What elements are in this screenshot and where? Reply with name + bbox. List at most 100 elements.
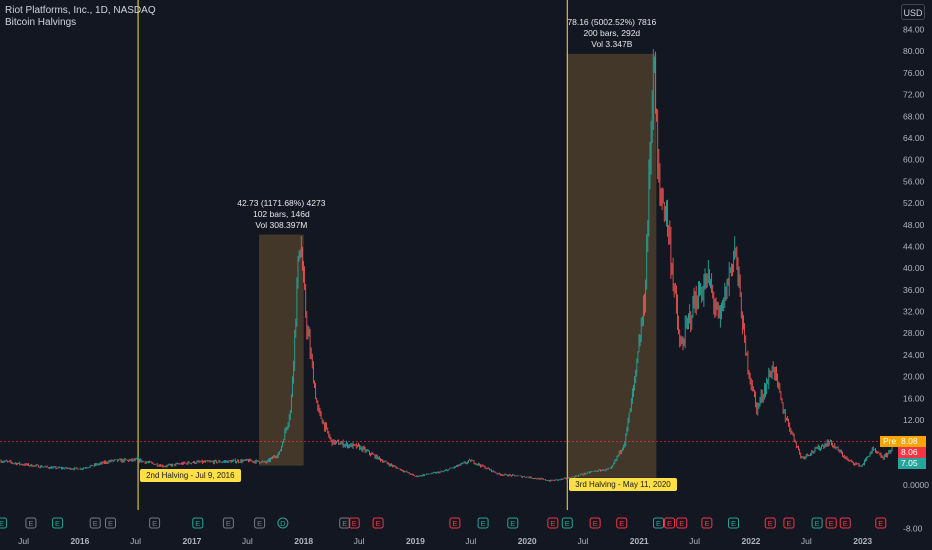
earnings-marker[interactable]: E bbox=[25, 517, 37, 529]
svg-text:E: E bbox=[829, 519, 834, 528]
earnings-marker[interactable]: E bbox=[616, 517, 628, 529]
svg-text:E: E bbox=[28, 519, 33, 528]
earnings-marker[interactable]: E bbox=[52, 517, 64, 529]
earnings-marker[interactable]: E bbox=[0, 517, 8, 529]
earnings-marker[interactable]: E bbox=[764, 517, 776, 529]
svg-text:E: E bbox=[667, 519, 672, 528]
svg-text:E: E bbox=[510, 519, 515, 528]
chart-legend: Riot Platforms, Inc., 1D, NASDAQ Bitcoin… bbox=[5, 5, 156, 29]
measure-callout-2: 78.16 (5002.52%) 7816 200 bars, 292d Vol… bbox=[547, 17, 677, 50]
earnings-marker[interactable]: E bbox=[149, 517, 161, 529]
earnings-marker[interactable]: E bbox=[676, 517, 688, 529]
y-tick-label: 52.00 bbox=[903, 198, 925, 208]
earnings-marker[interactable]: E bbox=[372, 517, 384, 529]
x-tick-label: Jul bbox=[18, 536, 29, 546]
earnings-marker[interactable]: E bbox=[507, 517, 519, 529]
svg-text:D: D bbox=[280, 519, 286, 528]
measure-callout-1: 42.73 (1171.68%) 4273 102 bars, 146d Vol… bbox=[216, 198, 346, 231]
y-tick-label: 20.00 bbox=[903, 372, 925, 382]
y-tick-label: -8.00 bbox=[903, 524, 923, 534]
svg-text:E: E bbox=[593, 519, 598, 528]
earnings-marker[interactable]: E bbox=[664, 517, 676, 529]
svg-text:E: E bbox=[452, 519, 457, 528]
x-tick-label: Jul bbox=[242, 536, 253, 546]
y-tick-label: 60.00 bbox=[903, 155, 925, 165]
earnings-marker[interactable]: E bbox=[701, 517, 713, 529]
svg-text:E: E bbox=[679, 519, 684, 528]
y-tick-label: 56.00 bbox=[903, 176, 925, 186]
halving-lines bbox=[137, 0, 568, 510]
x-tick-label: 2019 bbox=[406, 536, 425, 546]
earnings-marker[interactable]: E bbox=[339, 517, 351, 529]
y-tick-label: 48.00 bbox=[903, 220, 925, 230]
earnings-marker[interactable]: E bbox=[875, 517, 887, 529]
premarket-label: Pre bbox=[880, 435, 900, 447]
earnings-marker[interactable]: E bbox=[783, 517, 795, 529]
x-tick-label: 2021 bbox=[630, 536, 649, 546]
price-axis: -8.000.00004.008.0012.0016.0020.0024.002… bbox=[903, 25, 929, 534]
earnings-marker[interactable]: E bbox=[547, 517, 559, 529]
svg-text:E: E bbox=[786, 519, 791, 528]
svg-text:E: E bbox=[226, 519, 231, 528]
premarket-price-tag: 8.08 bbox=[898, 435, 926, 447]
svg-text:E: E bbox=[55, 519, 60, 528]
earnings-marker[interactable]: E bbox=[825, 517, 837, 529]
svg-text:E: E bbox=[352, 519, 357, 528]
x-tick-label: Jul bbox=[354, 536, 365, 546]
halving-label-2nd[interactable]: 2nd Halving - Jul 9, 2016 bbox=[140, 469, 241, 482]
earnings-marker[interactable]: E bbox=[477, 517, 489, 529]
earnings-marker[interactable]: E bbox=[728, 517, 740, 529]
svg-text:E: E bbox=[0, 519, 4, 528]
earnings-marker[interactable]: D bbox=[277, 517, 289, 529]
callout-line: 78.16 (5002.52%) 7816 bbox=[567, 16, 657, 27]
x-tick-label: 2020 bbox=[518, 536, 537, 546]
earnings-marker[interactable]: E bbox=[222, 517, 234, 529]
y-tick-label: 80.00 bbox=[903, 46, 925, 56]
x-tick-label: Jul bbox=[130, 536, 141, 546]
earnings-marker[interactable]: E bbox=[105, 517, 117, 529]
y-tick-label: 44.00 bbox=[903, 241, 925, 251]
callout-line: 200 bars, 292d bbox=[583, 27, 641, 38]
y-tick-label: 84.00 bbox=[903, 25, 925, 35]
svg-text:E: E bbox=[731, 519, 736, 528]
measure-box[interactable] bbox=[258, 234, 304, 466]
measure-box[interactable] bbox=[567, 53, 657, 478]
y-tick-label: 16.00 bbox=[903, 393, 925, 403]
svg-text:E: E bbox=[342, 519, 347, 528]
earnings-marker[interactable]: E bbox=[192, 517, 204, 529]
svg-text:E: E bbox=[768, 519, 773, 528]
symbol-title[interactable]: Riot Platforms, Inc., 1D, NASDAQ bbox=[5, 5, 156, 16]
callout-line: 42.73 (1171.68%) 4273 bbox=[237, 197, 326, 208]
currency-button[interactable]: USD bbox=[901, 4, 925, 20]
callout-line: 102 bars, 146d bbox=[252, 208, 310, 219]
earnings-marker[interactable]: E bbox=[839, 517, 851, 529]
svg-text:E: E bbox=[481, 519, 486, 528]
svg-text:E: E bbox=[550, 519, 555, 528]
svg-text:E: E bbox=[656, 519, 661, 528]
earnings-marker[interactable]: E bbox=[348, 517, 360, 529]
indicator-name[interactable]: Bitcoin Halvings bbox=[5, 17, 77, 28]
svg-text:E: E bbox=[195, 519, 200, 528]
svg-text:E: E bbox=[619, 519, 624, 528]
halving-label-3rd[interactable]: 3rd Halving - May 11, 2020 bbox=[569, 478, 677, 491]
y-tick-label: 72.00 bbox=[903, 90, 925, 100]
earnings-marker[interactable]: E bbox=[449, 517, 461, 529]
y-tick-label: 0.0000 bbox=[903, 480, 929, 490]
y-tick-label: 24.00 bbox=[903, 350, 925, 360]
time-axis: Jul 2016 Jul 2017 Jul 2018 Jul 2019 Jul 2020 Jul 20… bbox=[18, 536, 872, 546]
y-tick-label: 64.00 bbox=[903, 133, 925, 143]
x-tick-label: 2016 bbox=[70, 536, 89, 546]
svg-text:E: E bbox=[152, 519, 157, 528]
earnings-marker[interactable]: E bbox=[254, 517, 266, 529]
earnings-marker[interactable]: E bbox=[561, 517, 573, 529]
svg-text:E: E bbox=[257, 519, 262, 528]
earnings-marker[interactable]: E bbox=[652, 517, 664, 529]
last-price-tag: 8.06 bbox=[898, 446, 926, 458]
earnings-marker[interactable]: E bbox=[589, 517, 601, 529]
y-tick-label: 40.00 bbox=[903, 263, 925, 273]
x-tick-label: Jul bbox=[801, 536, 812, 546]
earnings-marker[interactable]: E bbox=[89, 517, 101, 529]
earnings-marker[interactable]: E bbox=[811, 517, 823, 529]
x-tick-label: Jul bbox=[689, 536, 700, 546]
